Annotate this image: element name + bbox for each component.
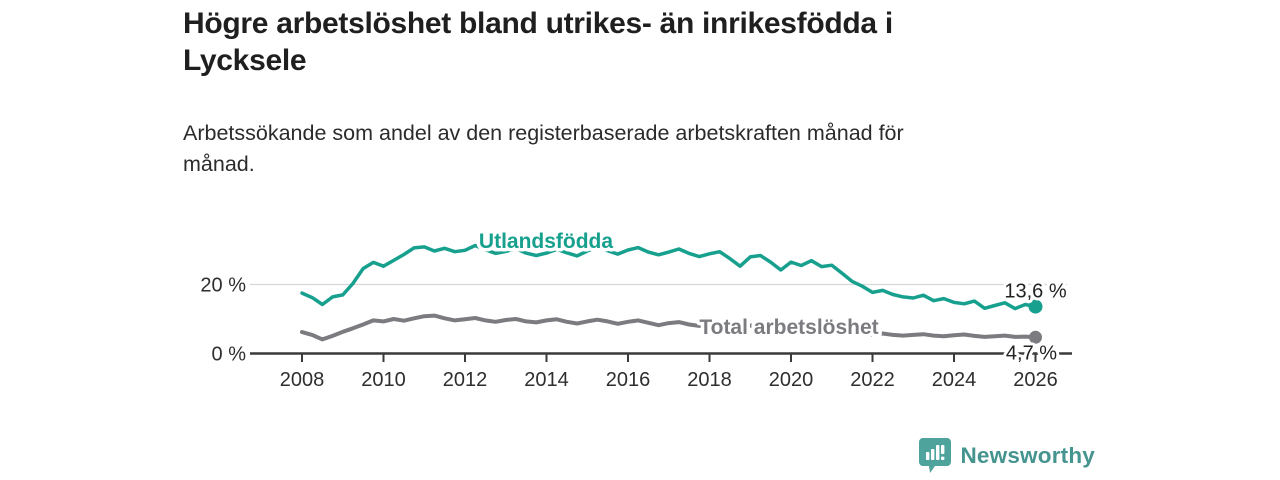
x-tick-label: 2016 [606,369,651,391]
series-end-value-label: 4,7 % [1006,342,1057,364]
y-tick-label: 20 % [200,275,246,297]
x-tick-label: 2010 [361,369,406,391]
brand-name: Newsworthy [960,443,1095,468]
series-end-value-label: 13,6 % [1004,281,1066,303]
chart-subtitle: Arbetssökande som andel av den registerb… [183,121,904,177]
series-end-dot [1029,330,1042,344]
chart-title: Högre arbetslöshet bland utrikes- än inr… [183,7,893,77]
series-line-total [300,313,1038,342]
newsworthy-logo: Newsworthy [919,436,1095,476]
x-tick-label: 2020 [769,369,814,391]
x-tick-label: 2018 [687,369,732,391]
x-tick-label: 2026 [1013,369,1058,391]
newsworthy-bar-chart-bubble-icon [919,438,952,473]
series-inline-label: Utlandsfödda [479,230,613,253]
series-inline-label: Total arbetslöshet [699,316,878,339]
x-tick-label: 2008 [280,369,325,391]
y-tick-label: 0 % [212,344,247,366]
x-tick-label: 2012 [443,369,488,391]
x-tick-label: 2024 [932,369,977,391]
series-end-dot [1028,299,1043,314]
x-tick-label: 2014 [524,369,569,391]
x-tick-label: 2022 [850,369,895,391]
series-line-utlandsfodda [300,243,1038,311]
